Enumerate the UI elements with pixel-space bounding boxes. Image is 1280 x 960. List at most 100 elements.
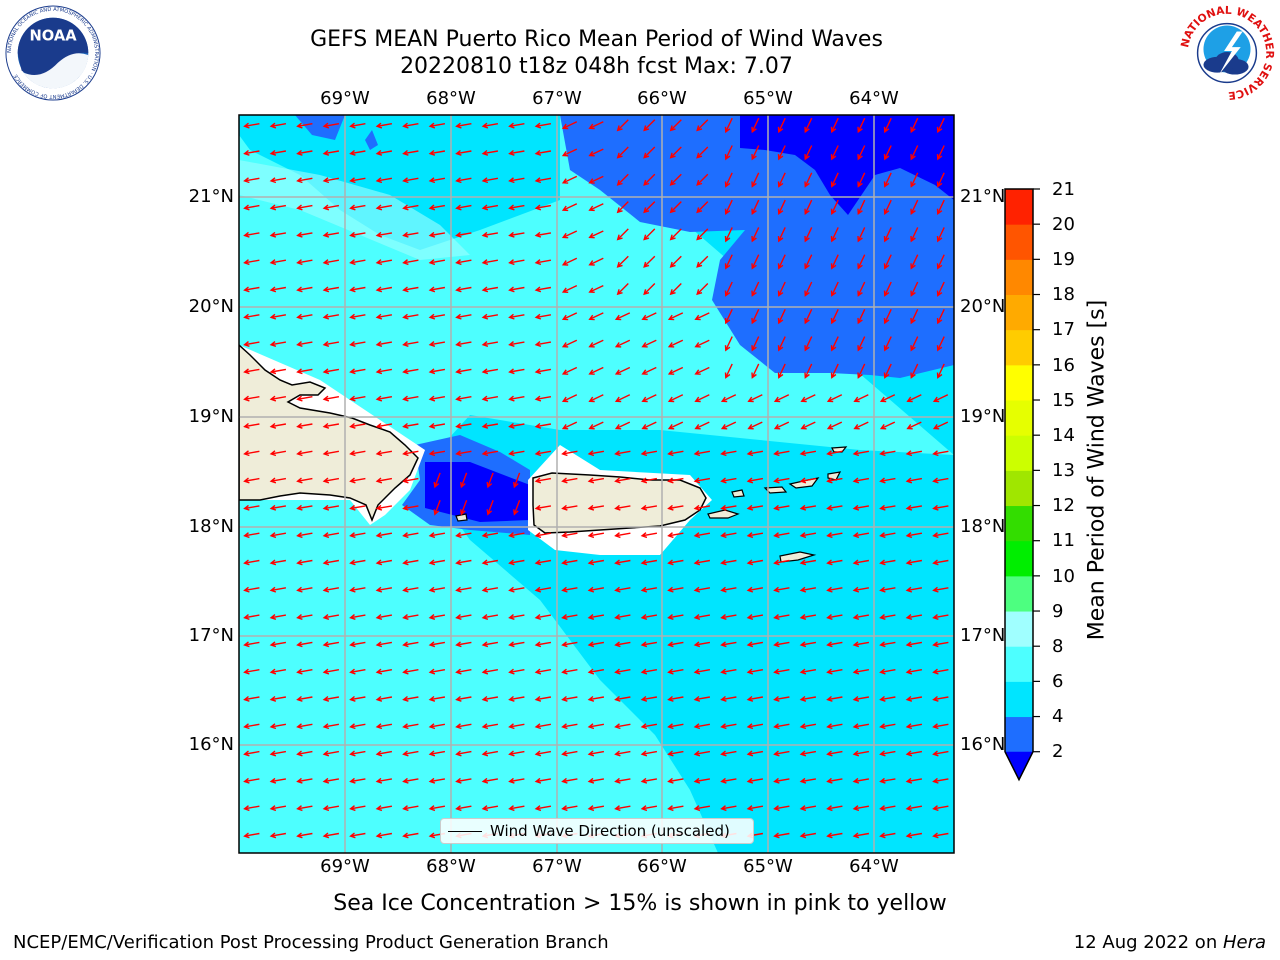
wind-wave-arrow: [455, 286, 472, 293]
wind-wave-arrow: [349, 368, 366, 375]
wind-wave-arrow: [322, 695, 340, 702]
wind-wave-arrow: [667, 394, 684, 403]
wind-wave-arrow: [269, 231, 287, 238]
wind-wave-arrow: [751, 336, 760, 352]
wind-wave-arrow: [428, 204, 446, 211]
wind-wave-arrow: [481, 777, 499, 784]
wind-wave-arrow: [852, 586, 870, 593]
wind-wave-arrow: [534, 614, 552, 620]
colorbar-segment: [1005, 470, 1033, 507]
wind-wave-arrow: [375, 777, 393, 784]
wind-wave-arrow: [402, 777, 419, 784]
wind-wave-arrow: [481, 259, 499, 266]
wind-wave-arrow: [720, 777, 737, 784]
wind-wave-arrow: [905, 723, 923, 730]
wind-wave-arrow: [696, 119, 709, 132]
wind-wave-arrow: [322, 614, 340, 620]
wind-wave-arrow: [773, 805, 790, 812]
wind-wave-arrow: [857, 145, 866, 161]
wind-wave-arrow: [561, 477, 578, 484]
wind-wave-arrow: [402, 286, 419, 293]
wind-wave-arrow: [830, 199, 839, 216]
wind-wave-arrow: [481, 614, 499, 620]
wind-wave-arrow: [696, 228, 709, 241]
legend-line-swatch: [448, 831, 482, 832]
wind-wave-arrow: [588, 312, 604, 321]
wind-wave-arrow: [402, 832, 419, 839]
wind-wave-arrow: [296, 231, 313, 238]
wind-wave-arrow: [561, 777, 578, 784]
wind-wave-arrow: [910, 172, 919, 188]
wind-wave-arrow: [402, 750, 419, 757]
wind-wave-arrow: [640, 559, 658, 566]
wind-wave-arrow: [906, 421, 922, 430]
wind-wave-arrow: [481, 149, 499, 156]
wind-wave-arrow: [243, 313, 260, 320]
wind-wave-arrow: [857, 336, 866, 352]
wind-wave-arrow: [322, 313, 340, 320]
colorbar-label: Mean Period of Wind Waves [s]: [1084, 299, 1110, 641]
wind-wave-arrow: [777, 227, 786, 243]
wind-wave-arrow: [826, 394, 843, 403]
colorbar-tick: 9: [1052, 601, 1064, 622]
wind-wave-arrow: [375, 313, 393, 320]
wind-wave-arrow: [508, 368, 525, 375]
wind-wave-arrow: [910, 117, 919, 134]
graticule: [239, 115, 954, 853]
colorbar-tick: 16: [1052, 355, 1075, 376]
wind-wave-arrow: [587, 586, 605, 593]
wind-wave-arrow: [857, 199, 866, 216]
wind-wave-arrow: [375, 231, 393, 238]
wind-wave-arrow: [428, 532, 446, 539]
wind-wave-arrow: [746, 805, 764, 812]
tick-lon-bottom: 65°W: [743, 856, 793, 877]
wind-wave-arrow: [508, 231, 525, 238]
wind-wave-arrow: [402, 805, 419, 812]
wind-wave-arrow: [296, 504, 313, 511]
wind-wave-arrow: [428, 805, 446, 812]
wind-wave-arrow: [455, 641, 472, 648]
wind-wave-arrow: [561, 695, 578, 702]
colorbar-segment: [1005, 294, 1033, 331]
wind-wave-arrow: [667, 614, 684, 620]
tick-lon-bottom: 69°W: [320, 856, 370, 877]
wind-wave-arrow: [508, 313, 525, 320]
wind-wave-arrow: [799, 695, 817, 702]
wind-wave-arrow: [905, 450, 923, 457]
wind-wave-arrow: [667, 641, 684, 648]
wind-wave-arrow: [667, 339, 684, 348]
wind-wave-arrow: [534, 532, 552, 539]
wind-wave-arrow: [561, 750, 578, 757]
wind-wave-arrow: [481, 723, 499, 730]
wind-wave-arrow: [455, 614, 472, 620]
tick-lat-right: 19°N: [960, 406, 1006, 427]
wind-wave-arrow: [588, 203, 604, 212]
wind-wave-arrow: [932, 695, 949, 702]
wind-wave-arrow: [932, 723, 949, 730]
wind-wave-arrow: [243, 341, 260, 347]
wind-wave-arrow: [481, 341, 499, 347]
wind-wave-arrow: [773, 477, 790, 484]
wind-wave-arrow: [534, 313, 552, 320]
wind-wave-arrow: [910, 336, 919, 352]
wind-wave-arrow: [375, 477, 393, 484]
wind-wave-arrow: [455, 450, 472, 457]
wind-wave-arrow: [826, 532, 843, 539]
wind-wave-arrow: [667, 559, 684, 566]
wind-wave-arrow: [460, 472, 468, 489]
wind-wave-arrow: [243, 204, 260, 211]
wind-wave-arrow: [269, 368, 287, 375]
wind-wave-arrow: [857, 172, 866, 188]
wind-wave-arrow: [296, 723, 313, 730]
wind-wave-arrow: [747, 394, 763, 403]
wind-wave-arrow: [799, 832, 817, 839]
wind-wave-arrow: [932, 559, 949, 566]
wind-wave-arrow: [402, 422, 419, 429]
colorbar-tick: 11: [1052, 530, 1075, 551]
wind-wave-arrow: [804, 281, 813, 297]
wind-wave-arrow: [481, 122, 499, 129]
wind-wave-arrow: [561, 394, 578, 403]
wind-wave-arrow: [322, 286, 340, 293]
wind-wave-arrow: [588, 230, 604, 239]
wind-wave-arrow: [322, 504, 340, 511]
